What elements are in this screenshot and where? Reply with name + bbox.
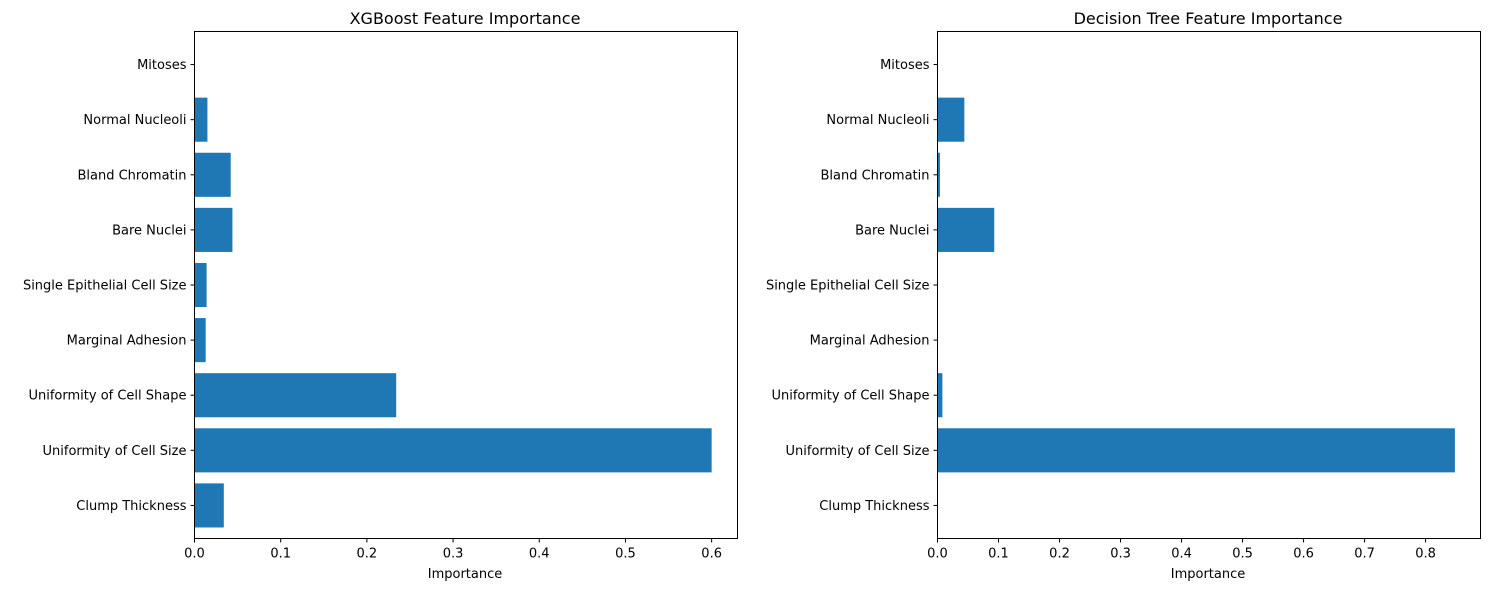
bar-single-epithelial-cell-size [194,262,207,308]
xgboost-importance-chart: XGBoost Feature Importance Importance Cl… [23,9,738,582]
x-tick-label: 0.2 [1049,547,1070,562]
y-tick-label: Bare Nuclei [112,223,186,238]
y-tick-label: Uniformity of Cell Shape [28,389,186,404]
y-tick-label: Mitoses [137,58,187,73]
chart-title: XGBoost Feature Importance [350,9,581,28]
plot-frame [937,31,1481,539]
x-tick-label: 0.7 [1354,547,1375,562]
plot-frame [194,31,738,539]
bar-uniformity-of-cell-size [937,428,1455,473]
x-axis-label: Importance [1171,567,1246,582]
y-tick-label: Normal Nucleoli [83,113,186,128]
bar-bare-nuclei [194,207,233,252]
x-tick-label: 0.5 [615,547,636,562]
bar-uniformity-of-cell-shape [937,373,943,418]
decision-tree-importance-chart: Decision Tree Feature Importance Importa… [766,9,1481,582]
bar-bare-nuclei [937,207,995,252]
x-tick-label: 0.0 [184,547,205,562]
y-tick-label: Bland Chromatin [77,168,186,183]
x-tick-label: 0.4 [529,547,550,562]
bar-uniformity-of-cell-shape [194,373,397,418]
bar-normal-nucleoli [194,97,208,142]
y-tick-label: Marginal Adhesion [67,334,187,349]
y-tick-label: Marginal Adhesion [810,334,930,349]
y-tick-label: Uniformity of Cell Size [786,444,930,459]
y-tick-label: Clump Thickness [819,499,929,514]
y-tick-label: Single Epithelial Cell Size [766,279,930,294]
bar-normal-nucleoli [937,97,965,142]
x-tick-label: 0.8 [1415,547,1436,562]
x-tick-label: 0.3 [1110,547,1131,562]
x-tick-label: 0.5 [1232,547,1253,562]
y-tick-label: Bare Nuclei [855,223,929,238]
y-tick-label: Mitoses [880,58,930,73]
y-tick-label: Uniformity of Cell Shape [771,389,929,404]
x-tick-label: 0.1 [988,547,1009,562]
bar-bland-chromatin [194,152,231,197]
bar-marginal-adhesion [194,318,206,363]
y-tick-label: Normal Nucleoli [826,113,929,128]
chart-title: Decision Tree Feature Importance [1074,9,1343,28]
x-tick-label: 0.1 [270,547,291,562]
x-tick-label: 0.0 [927,547,948,562]
x-tick-label: 0.2 [357,547,378,562]
y-tick-label: Single Epithelial Cell Size [23,279,187,294]
bar-bland-chromatin [937,152,940,197]
x-tick-label: 0.4 [1171,547,1192,562]
y-tick-label: Bland Chromatin [820,168,929,183]
bar-clump-thickness [194,483,224,528]
x-tick-label: 0.3 [443,547,464,562]
x-tick-label: 0.6 [1293,547,1314,562]
y-tick-label: Uniformity of Cell Size [43,444,187,459]
y-tick-label: Clump Thickness [76,499,186,514]
bar-uniformity-of-cell-size [194,428,712,473]
x-axis-label: Importance [428,567,503,582]
x-tick-label: 0.6 [701,547,722,562]
